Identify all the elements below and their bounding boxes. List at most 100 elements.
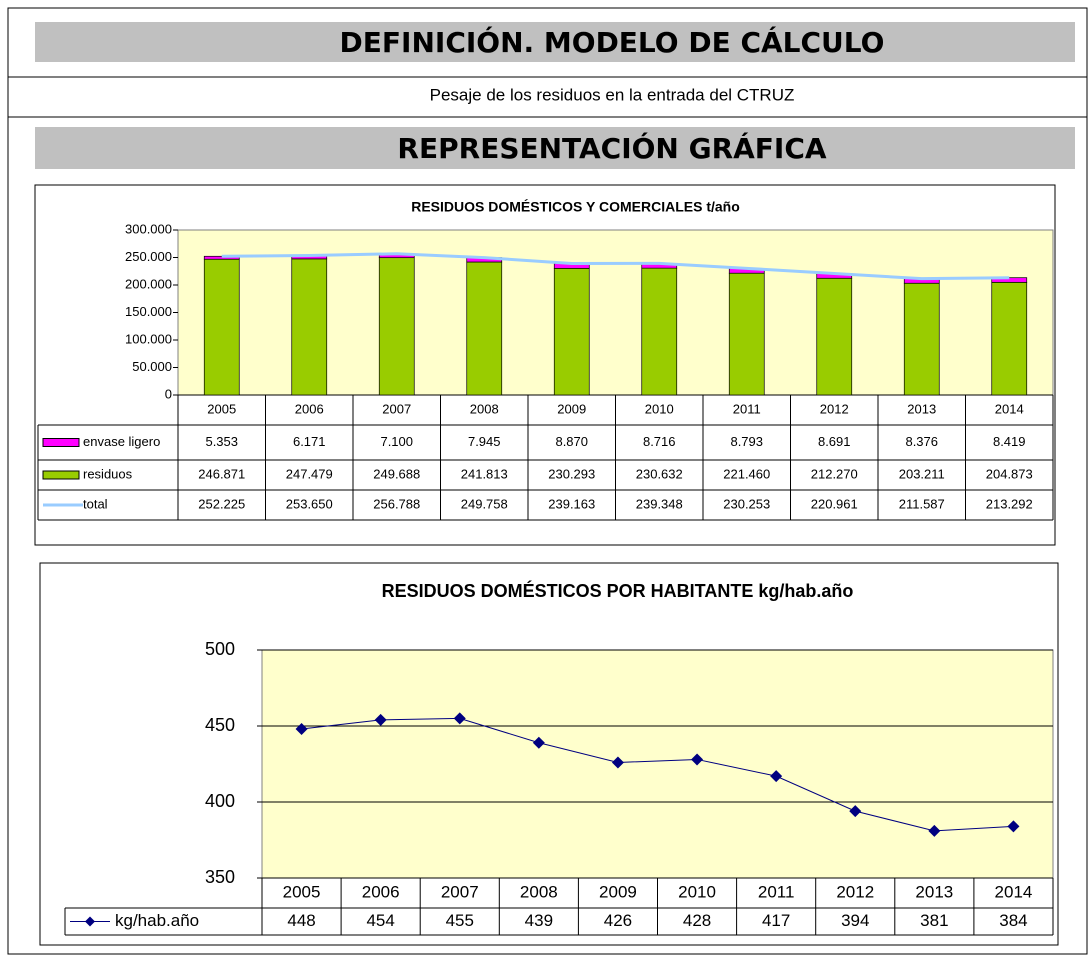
table-value: 394 (841, 911, 869, 930)
table-value: 230.253 (723, 496, 770, 511)
bar-segment (466, 261, 503, 396)
legend-label: total (83, 496, 108, 511)
legend-label: kg/hab.año (115, 911, 199, 930)
x-tick-label: 2009 (599, 882, 637, 901)
bar-segment (203, 258, 240, 396)
table-value: 249.758 (461, 496, 508, 511)
bar-segment (291, 258, 328, 396)
table-value: 213.292 (986, 496, 1033, 511)
legend-label: residuos (83, 466, 133, 481)
table-value: 7.100 (380, 434, 413, 449)
table-value: 220.961 (811, 496, 858, 511)
table-value: 8.716 (643, 434, 676, 449)
y-tick-label: 0 (165, 386, 172, 401)
table-value: 253.650 (286, 496, 333, 511)
y-tick-label: 200.000 (125, 276, 172, 291)
x-tick-label: 2012 (836, 882, 874, 901)
table-value: 252.225 (198, 496, 245, 511)
table-value: 239.163 (548, 496, 595, 511)
x-tick-label: 2010 (645, 401, 674, 416)
point (1007, 820, 1020, 833)
x-tick-label: 2007 (441, 882, 479, 901)
y-tick-label: 350 (205, 867, 235, 887)
table-value: 426 (604, 911, 632, 930)
table-value: 417 (762, 911, 790, 930)
section-banner (35, 127, 1075, 169)
table-value: 7.945 (468, 434, 501, 449)
section-title: REPRESENTACIÓN GRÁFICA (397, 131, 826, 165)
x-tick-label: 2013 (907, 401, 936, 416)
x-tick-label: 2014 (995, 882, 1033, 901)
bar-segment (903, 282, 940, 396)
table-value: 203.211 (899, 466, 945, 481)
plot-area (261, 649, 1054, 879)
series-line (221, 252, 1010, 281)
y-tick-label: 250.000 (125, 249, 172, 264)
table-value: 241.813 (461, 466, 508, 481)
table-value: 249.688 (373, 466, 420, 481)
table-value: 221.460 (723, 466, 770, 481)
page-title: DEFINICIÓN. MODELO DE CÁLCULO (340, 25, 885, 59)
table-value: 212.270 (811, 466, 858, 481)
x-tick-label: 2009 (557, 401, 586, 416)
table-value: 439 (525, 911, 553, 930)
point (532, 736, 545, 749)
y-tick-label: 150.000 (125, 304, 172, 319)
x-tick-label: 2014 (995, 401, 1024, 416)
bar-segment (378, 257, 415, 396)
legend-swatch (42, 470, 80, 480)
y-tick-label: 300.000 (125, 221, 172, 236)
x-tick-label: 2008 (520, 882, 558, 901)
table-value: 6.171 (293, 434, 326, 449)
bar-segment (553, 267, 590, 396)
y-tick-label: 100.000 (125, 331, 172, 346)
x-tick-label: 2013 (915, 882, 953, 901)
table-value: 8.793 (730, 434, 763, 449)
point (453, 712, 466, 725)
table-value: 5.353 (205, 434, 238, 449)
x-tick-label: 2011 (758, 882, 795, 901)
chart-title: RESIDUOS DOMÉSTICOS Y COMERCIALES t/año (411, 199, 740, 215)
chart-title: RESIDUOS DOMÉSTICOS POR HABITANTE kg/hab… (382, 580, 854, 601)
point (849, 805, 862, 818)
x-tick-label: 2011 (733, 401, 761, 416)
table-value: 204.873 (986, 466, 1033, 481)
bar-segment (641, 267, 678, 396)
table-value: 246.871 (198, 466, 245, 481)
table-value: 8.419 (993, 434, 1026, 449)
table-value: 211.587 (899, 496, 945, 511)
table-value: 428 (683, 911, 711, 930)
table-value: 247.479 (286, 466, 333, 481)
point (374, 713, 387, 726)
bar-segment (203, 255, 240, 260)
table-value: 8.691 (818, 434, 851, 449)
x-tick-label: 2006 (295, 401, 324, 416)
legend-swatch (42, 438, 80, 447)
table-value: 381 (920, 911, 948, 930)
y-tick-label: 500 (205, 639, 235, 659)
point (611, 756, 624, 769)
x-tick-label: 2006 (362, 882, 400, 901)
x-tick-label: 2007 (382, 401, 411, 416)
bar-segment (991, 281, 1028, 396)
y-tick-label: 400 (205, 791, 235, 811)
x-tick-label: 2012 (820, 401, 849, 416)
table-value: 239.348 (636, 496, 683, 511)
x-tick-label: 2005 (207, 401, 236, 416)
legend-marker (85, 916, 95, 927)
page-subtitle: Pesaje de los residuos en la entrada del… (430, 85, 795, 104)
y-tick-label: 50.000 (132, 359, 172, 374)
point (691, 753, 704, 766)
x-tick-label: 2005 (283, 882, 321, 901)
y-tick-label: 450 (205, 715, 235, 735)
table-value: 8.870 (555, 434, 588, 449)
bar-segment (728, 272, 765, 396)
table-value: 454 (366, 911, 394, 930)
table-value: 455 (446, 911, 474, 930)
table-value: 230.293 (548, 466, 595, 481)
series-line (301, 717, 1014, 832)
legend-label: envase ligero (83, 434, 160, 449)
x-tick-label: 2010 (678, 882, 716, 901)
table-value: 8.376 (905, 434, 938, 449)
point (770, 770, 783, 783)
